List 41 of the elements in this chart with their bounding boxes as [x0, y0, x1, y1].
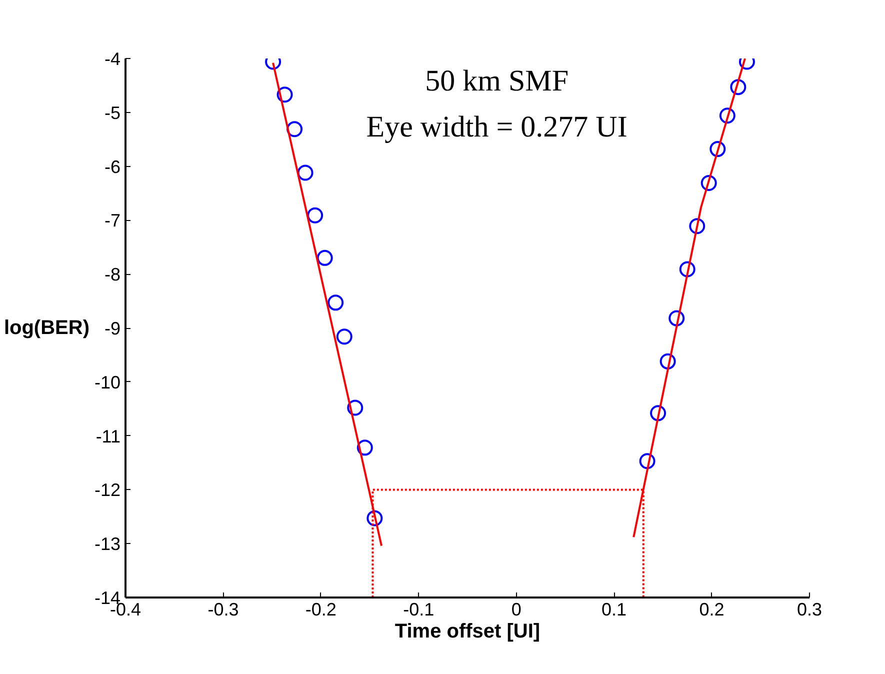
annotation: Eye width = 0.277 UI	[366, 110, 628, 144]
y-tick-label: -5	[104, 102, 121, 123]
y-tick-label: -4	[104, 49, 121, 69]
y-tick-label: -10	[94, 372, 120, 392]
annotation: 50 km SMF	[425, 64, 569, 98]
point	[730, 79, 746, 96]
y-tick-label: -11	[96, 426, 121, 446]
point	[639, 453, 656, 470]
x-tick-label: 0	[511, 600, 522, 620]
point	[276, 86, 293, 103]
x-tick-label: 0.3	[796, 600, 822, 620]
point	[689, 218, 706, 234]
y-tick-label: -7	[104, 210, 121, 231]
y-tick-label: -8	[104, 264, 121, 285]
point	[710, 141, 726, 158]
point	[668, 310, 685, 326]
x-tick-label: -0.2	[305, 600, 336, 620]
point	[356, 440, 373, 456]
point	[347, 400, 364, 416]
point	[650, 405, 666, 422]
point	[328, 294, 344, 311]
y-tick-label: -13	[94, 534, 120, 554]
point	[660, 353, 676, 370]
x-tick-label: -0.3	[208, 600, 239, 620]
point	[297, 164, 314, 181]
x-tick-label: -0.1	[403, 600, 434, 620]
point	[286, 121, 303, 138]
point	[700, 175, 717, 191]
point	[307, 207, 324, 224]
point	[316, 250, 333, 266]
point	[679, 261, 696, 278]
x-tick-label: 0.2	[699, 600, 724, 620]
point	[366, 510, 383, 526]
y-tick-label: -12	[94, 480, 120, 500]
point	[336, 328, 352, 345]
x-axis-title: Time offset [UI]	[394, 620, 540, 642]
x-tick-label: 0.1	[602, 600, 627, 620]
point	[719, 108, 736, 124]
y-tick-label: -6	[104, 156, 121, 177]
y-tick-label: -9	[104, 318, 121, 338]
y-axis-title: log(BER)	[4, 317, 90, 339]
